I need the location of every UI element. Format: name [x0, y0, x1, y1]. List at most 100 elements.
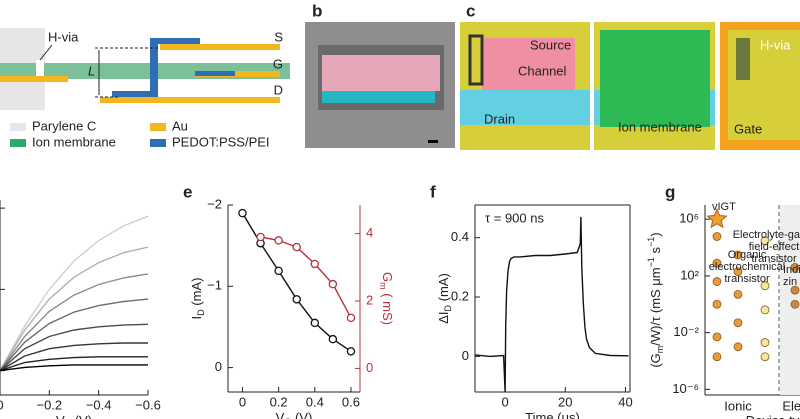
star-point — [706, 207, 728, 229]
y-tick-label: 0 — [462, 348, 469, 363]
x-tick-label: Ionic — [724, 398, 752, 413]
x-tick-label: −0.6 — [135, 397, 161, 412]
g-label: G — [273, 56, 283, 71]
series-line — [0, 246, 149, 371]
source-label: Source — [530, 37, 571, 52]
panel-c: c Source Channel Drain Ion membrane H-vi… — [460, 1, 800, 150]
annotation: Indiu — [783, 264, 800, 276]
device-bottom — [322, 91, 435, 103]
y-tick-label: 10⁻² — [673, 324, 699, 339]
au-left — [0, 76, 68, 82]
y-tick-label: −1 — [207, 278, 222, 293]
x-axis-label: Device ty — [746, 413, 800, 419]
point — [346, 347, 356, 356]
y-tick-label: 10² — [680, 267, 699, 282]
h-via-label: H-via — [760, 37, 791, 52]
series-line — [260, 236, 352, 319]
label-part: (G — [648, 353, 663, 367]
panel-label: g — [665, 182, 675, 201]
drain-label: Drain — [484, 111, 515, 126]
x-tick-label: Elec — [782, 398, 800, 413]
x-axis-label: VG (V) — [276, 410, 313, 419]
series-line — [0, 273, 149, 372]
d-label: D — [274, 82, 283, 97]
point — [760, 338, 770, 347]
point — [712, 277, 722, 286]
x-tick-label: 0 — [239, 394, 246, 409]
label-part: −1 — [646, 237, 656, 247]
x-tick-label: 0 — [0, 397, 4, 412]
label-part: m — [378, 282, 388, 290]
au-d — [100, 97, 280, 103]
legend-item: Ion membrane — [32, 134, 116, 149]
panel-b: b — [305, 1, 455, 148]
label-part: (V) — [291, 410, 312, 419]
scale-bar — [428, 140, 438, 143]
panel-a: H-via S G D L Parylene C Au Ion membrane… — [0, 28, 290, 149]
point — [292, 295, 301, 304]
x-tick-label: 0.4 — [306, 394, 324, 409]
y-tick-label: −2 — [207, 196, 222, 211]
panel-label: f — [430, 182, 436, 201]
ion-membrane — [600, 30, 710, 127]
label-part: m — [655, 346, 665, 354]
point — [733, 250, 743, 260]
y-tick-label: 0 — [215, 359, 222, 374]
label-part: Device ty — [746, 413, 800, 419]
point — [790, 299, 800, 309]
series-line — [0, 298, 149, 372]
device-top — [322, 55, 440, 91]
point — [274, 236, 283, 245]
y-axis-label: ID (mA) — [189, 278, 206, 320]
y2-tick-label: 2 — [366, 292, 373, 307]
annotation: τ = 900 ns — [485, 210, 544, 225]
y2-tick-label: 0 — [366, 360, 373, 375]
swatch — [10, 123, 26, 131]
label-part: −1 — [646, 257, 656, 267]
point — [310, 259, 320, 269]
au-s — [160, 44, 280, 50]
label-part: /W)/τ (mS μm — [648, 267, 663, 345]
s-label: S — [274, 29, 283, 44]
h-via-label: H-via — [48, 29, 79, 44]
label-part: ) — [648, 232, 663, 236]
x-tick-label: −0.4 — [86, 397, 112, 412]
series-line — [0, 215, 149, 371]
x-axis-label: Time (μs) — [525, 410, 580, 419]
label-part: D — [443, 304, 453, 311]
label-part: V — [56, 413, 65, 419]
label-part: (mA) — [189, 278, 204, 310]
point — [733, 289, 743, 299]
series-line — [0, 323, 149, 372]
y-axis-label: (Gm/W)/τ (mS μm−1 s−1) — [646, 232, 665, 367]
x-tick-label: 0 — [501, 394, 508, 409]
pedot — [112, 91, 158, 97]
point — [790, 262, 800, 272]
annotation: transistor — [751, 253, 797, 265]
label-part: I — [189, 316, 204, 320]
point — [760, 281, 770, 291]
label-part: Time (μs) — [525, 410, 580, 419]
series-line — [474, 216, 629, 393]
gate-label: Gate — [734, 121, 762, 136]
swatch — [150, 123, 166, 131]
annotation: Organic — [728, 249, 767, 261]
x-tick-label: 40 — [618, 394, 632, 409]
point — [712, 232, 722, 241]
legend-item: Parylene C — [32, 118, 96, 133]
swatch — [150, 139, 166, 147]
x-tick-label: 20 — [558, 394, 572, 409]
au-g — [195, 71, 280, 77]
y-tick-label: 10⁶ — [679, 211, 699, 226]
point — [328, 334, 338, 344]
pointer — [39, 44, 53, 61]
x-tick-label: 0.6 — [342, 394, 360, 409]
series-line — [0, 364, 148, 372]
point — [346, 313, 356, 323]
swatch — [10, 139, 26, 147]
point — [274, 266, 283, 276]
y2-tick-label: 4 — [366, 225, 373, 240]
panel-label: c — [466, 1, 475, 20]
legend-item: PEDOT:PSS/PEI — [172, 134, 270, 149]
